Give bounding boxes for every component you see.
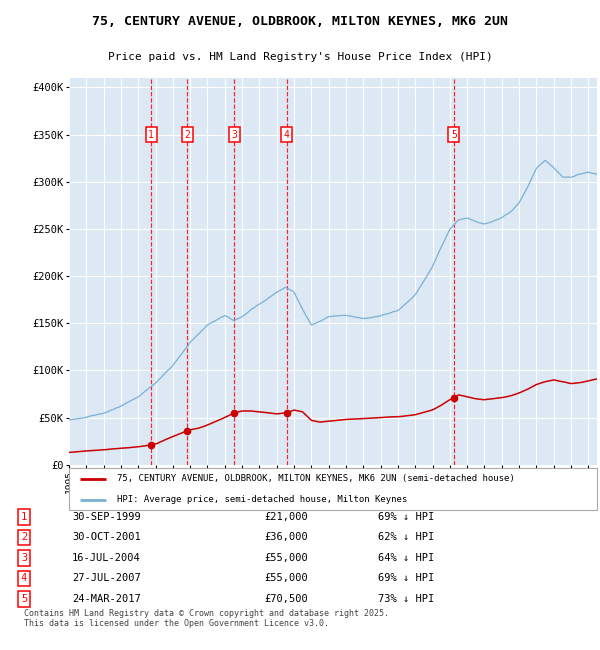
Text: 5: 5 [21,594,27,604]
Text: 62% ↓ HPI: 62% ↓ HPI [378,532,434,543]
Text: HPI: Average price, semi-detached house, Milton Keynes: HPI: Average price, semi-detached house,… [116,495,407,504]
Text: 2: 2 [184,129,190,140]
Text: 3: 3 [231,129,237,140]
Text: 4: 4 [284,129,290,140]
Text: £21,000: £21,000 [264,512,308,522]
Text: Contains HM Land Registry data © Crown copyright and database right 2025.
This d: Contains HM Land Registry data © Crown c… [24,609,389,628]
FancyBboxPatch shape [69,468,597,510]
Text: £55,000: £55,000 [264,573,308,584]
Text: 2: 2 [21,532,27,543]
Text: 24-MAR-2017: 24-MAR-2017 [72,594,141,604]
Text: 1: 1 [148,129,154,140]
Text: 30-SEP-1999: 30-SEP-1999 [72,512,141,522]
Text: 69% ↓ HPI: 69% ↓ HPI [378,512,434,522]
Text: £55,000: £55,000 [264,553,308,563]
Text: 30-OCT-2001: 30-OCT-2001 [72,532,141,543]
Text: £70,500: £70,500 [264,594,308,604]
Text: 3: 3 [21,553,27,563]
Text: 27-JUL-2007: 27-JUL-2007 [72,573,141,584]
Text: 64% ↓ HPI: 64% ↓ HPI [378,553,434,563]
Text: 16-JUL-2004: 16-JUL-2004 [72,553,141,563]
Text: Price paid vs. HM Land Registry's House Price Index (HPI): Price paid vs. HM Land Registry's House … [107,53,493,62]
Text: 1: 1 [21,512,27,522]
Text: 73% ↓ HPI: 73% ↓ HPI [378,594,434,604]
Text: 75, CENTURY AVENUE, OLDBROOK, MILTON KEYNES, MK6 2UN: 75, CENTURY AVENUE, OLDBROOK, MILTON KEY… [92,15,508,28]
Text: 69% ↓ HPI: 69% ↓ HPI [378,573,434,584]
Text: £36,000: £36,000 [264,532,308,543]
Text: 75, CENTURY AVENUE, OLDBROOK, MILTON KEYNES, MK6 2UN (semi-detached house): 75, CENTURY AVENUE, OLDBROOK, MILTON KEY… [116,474,514,483]
Text: 5: 5 [451,129,457,140]
Text: 4: 4 [21,573,27,584]
